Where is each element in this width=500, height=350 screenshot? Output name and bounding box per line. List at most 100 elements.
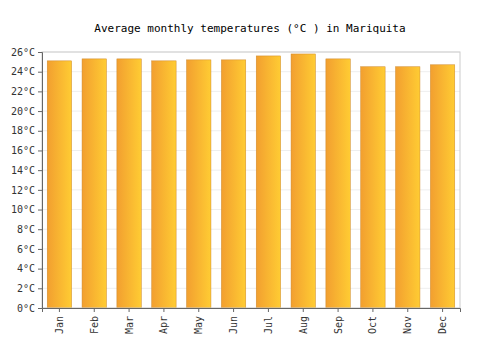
bars [47, 54, 455, 308]
x-tick-label: Feb [89, 316, 100, 334]
bar [221, 60, 245, 308]
x-tick-label: Nov [402, 316, 413, 334]
y-tick-label: 0°C [17, 303, 35, 314]
y-tick: 0°C [17, 303, 42, 314]
x-tick: Jun [228, 308, 239, 334]
x-tick: Sep [333, 308, 344, 334]
y-tick-mark [38, 210, 42, 211]
x-tick-label: Jun [228, 316, 239, 334]
y-tick-mark [38, 150, 42, 151]
x-tick-mark [163, 308, 164, 312]
chart-svg: Average monthly temperatures (°C ) in Ma… [0, 0, 500, 350]
y-tick: 18°C [11, 125, 42, 136]
plot-area: 0°C 2°C 4°C 6°C 8°C 10°C 12°C 14°C 16°C 18°C 20°C 2… [11, 47, 461, 334]
bar [152, 61, 176, 308]
y-tick-mark [38, 72, 42, 73]
y-tick-mark [38, 308, 42, 309]
x-tick: May [193, 308, 204, 334]
x-tick-mark [59, 308, 60, 312]
y-tick-label: 22°C [11, 86, 35, 97]
x-axis: Jan Feb Mar Apr May Jun Jul Aug Sep Oct Nov Dec [43, 308, 461, 334]
y-tick-mark [38, 170, 42, 171]
x-tick: Dec [437, 308, 448, 334]
y-tick: 12°C [11, 185, 42, 196]
x-tick: Oct [367, 308, 378, 334]
x-tick-mark [338, 308, 339, 312]
bar [396, 67, 420, 308]
y-tick-label: 10°C [11, 204, 35, 215]
x-tick-mark [129, 308, 130, 312]
y-tick: 22°C [11, 86, 42, 97]
x-tick-label: Aug [298, 316, 309, 334]
bar [117, 59, 141, 308]
y-axis: 0°C 2°C 4°C 6°C 8°C 10°C 12°C 14°C 16°C 18°C 20°C 2… [11, 47, 43, 314]
bar [47, 61, 71, 308]
x-tick-mark [407, 308, 408, 312]
x-tick-mark [372, 308, 373, 312]
y-tick-label: 2°C [17, 283, 35, 294]
x-tick: Feb [89, 308, 100, 334]
y-tick-label: 6°C [17, 244, 35, 255]
x-tick-mark [233, 308, 234, 312]
bar [430, 65, 454, 308]
y-tick-mark [38, 91, 42, 92]
bar [291, 54, 315, 308]
x-tick-mark [268, 308, 269, 312]
bar [361, 67, 385, 308]
y-tick: 4°C [17, 263, 42, 274]
bar [82, 59, 106, 308]
y-tick: 6°C [17, 244, 42, 255]
chart-container: Average monthly temperatures (°C ) in Ma… [0, 0, 500, 350]
y-tick: 24°C [11, 66, 42, 77]
x-tick-mark [303, 308, 304, 312]
bar [256, 56, 280, 308]
x-tick-mark [442, 308, 443, 312]
y-tick-label: 24°C [11, 66, 35, 77]
y-tick-mark [38, 249, 42, 250]
x-tick-label: Jul [263, 316, 274, 334]
x-tick-mark [94, 308, 95, 312]
y-tick-mark [38, 52, 42, 53]
x-axis-line [43, 309, 461, 313]
y-tick-mark [38, 111, 42, 112]
x-tick: Jul [263, 308, 274, 334]
y-tick-mark [38, 229, 42, 230]
x-tick: Nov [402, 308, 413, 334]
chart-title: Average monthly temperatures (°C ) in Ma… [94, 22, 405, 35]
y-tick: 14°C [11, 165, 42, 176]
y-tick-label: 12°C [11, 185, 35, 196]
x-tick: Jan [54, 308, 65, 334]
bar [187, 60, 211, 308]
x-tick-mark [198, 308, 199, 312]
y-tick: 10°C [11, 204, 42, 215]
y-tick-label: 20°C [11, 106, 35, 117]
y-tick-mark [38, 269, 42, 270]
y-tick: 26°C [11, 47, 42, 58]
x-tick: Apr [158, 308, 169, 334]
plot-frame [42, 52, 460, 308]
y-tick-label: 4°C [17, 263, 35, 274]
y-axis-line [38, 53, 43, 309]
x-tick-label: Sep [333, 316, 344, 334]
x-tick-label: May [193, 316, 204, 334]
y-tick: 8°C [17, 224, 42, 235]
x-tick-label: Oct [367, 316, 378, 334]
y-tick: 2°C [17, 283, 42, 294]
y-tick-mark [38, 131, 42, 132]
y-tick-label: 14°C [11, 165, 35, 176]
y-tick-label: 8°C [17, 224, 35, 235]
y-tick-mark [38, 288, 42, 289]
x-tick-label: Apr [158, 316, 169, 334]
bar [326, 59, 350, 308]
y-tick: 20°C [11, 106, 42, 117]
x-tick: Aug [298, 308, 309, 334]
y-tick-label: 26°C [11, 47, 35, 58]
y-tick-label: 16°C [11, 145, 35, 156]
grid [42, 52, 460, 308]
y-tick-mark [38, 190, 42, 191]
x-tick: Mar [124, 308, 135, 334]
y-tick: 16°C [11, 145, 42, 156]
y-tick-label: 18°C [11, 125, 35, 136]
x-tick-label: Mar [124, 316, 135, 334]
x-tick-label: Dec [437, 316, 448, 334]
